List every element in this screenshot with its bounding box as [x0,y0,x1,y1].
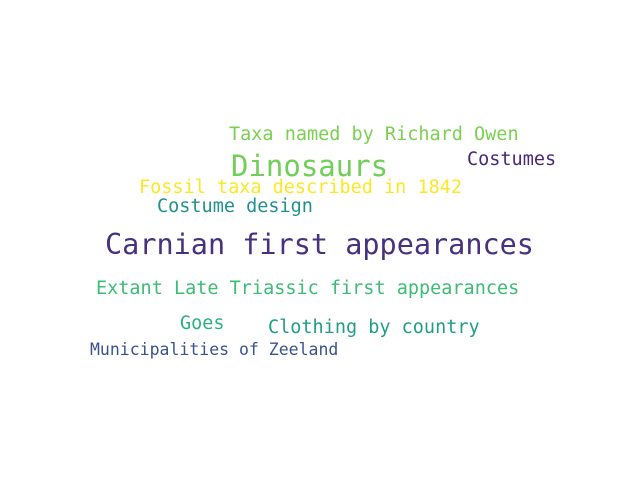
word-extant-late-triassic-first-appearances: Extant Late Triassic first appearances [96,278,520,299]
word-carnian-first-appearances: Carnian first appearances [105,228,534,261]
word-municipalities-of-zeeland: Municipalities of Zeeland [90,340,339,359]
word-fossil-taxa-described-in-1842: Fossil taxa described in 1842 [139,177,463,198]
word-goes: Goes [180,313,225,334]
word-clothing-by-country: Clothing by country [268,317,480,338]
word-costumes: Costumes [467,149,557,170]
word-costume-design: Costume design [157,196,313,217]
word-taxa-named-by-richard-owen: Taxa named by Richard Owen [229,124,519,145]
word-dinosaurs: Dinosaurs [231,149,389,183]
